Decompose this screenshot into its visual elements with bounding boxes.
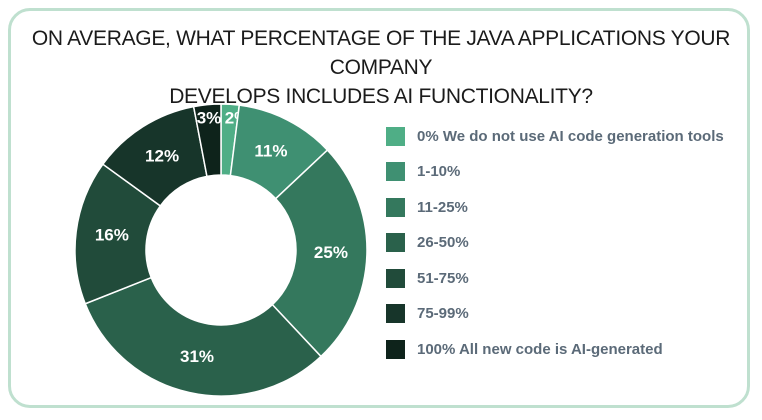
chart-title-line-1: ON AVERAGE, WHAT PERCENTAGE OF THE JAVA …	[31, 27, 731, 79]
legend-item: 11-25%	[386, 197, 724, 217]
slice-value-label: 3%	[197, 108, 222, 127]
donut-slice	[271, 148, 368, 358]
slice-value-label: 11%	[254, 141, 287, 160]
slice-value-label: 16%	[95, 226, 129, 245]
chart-title-line-2: DEVELOPS INCLUDES AI FUNCTIONALITY?	[169, 85, 593, 108]
legend-swatch	[386, 233, 405, 252]
legend-swatch	[386, 197, 405, 217]
donut-slice	[192, 103, 222, 178]
legend-swatch	[386, 339, 405, 359]
legend-item: 100% All new code is AI-generated	[386, 339, 724, 359]
legend-label: 100% All new code is AI-generated	[417, 340, 663, 358]
legend-label: 11-25%	[417, 198, 468, 216]
legend-swatch	[386, 162, 405, 181]
donut-slice	[84, 276, 323, 397]
legend-item: 75-99%	[386, 304, 724, 324]
slice-value-label: 12%	[145, 147, 179, 166]
legend-swatch	[386, 126, 405, 146]
legend-swatch	[386, 268, 405, 288]
legend-item: 1-10%	[386, 162, 724, 182]
legend-label: 1-10%	[417, 163, 461, 180]
legend-swatch	[386, 304, 405, 323]
legend-label: 0% We do not use AI code generation tool…	[417, 127, 724, 145]
legend-label: 75-99%	[417, 305, 469, 322]
chart-title: ON AVERAGE, WHAT PERCENTAGE OF THE JAVA …	[0, 24, 762, 111]
legend-item: 0% We do not use AI code generation tool…	[386, 126, 724, 146]
chart-legend: 0% We do not use AI code generation tool…	[386, 126, 724, 375]
legend-label: 51-75%	[417, 269, 469, 287]
legend-item: 26-50%	[386, 233, 724, 253]
legend-label: 26-50%	[417, 234, 469, 251]
slice-value-label: 25%	[314, 243, 348, 262]
slice-value-label: 31%	[180, 347, 214, 366]
legend-item: 51-75%	[386, 268, 724, 288]
